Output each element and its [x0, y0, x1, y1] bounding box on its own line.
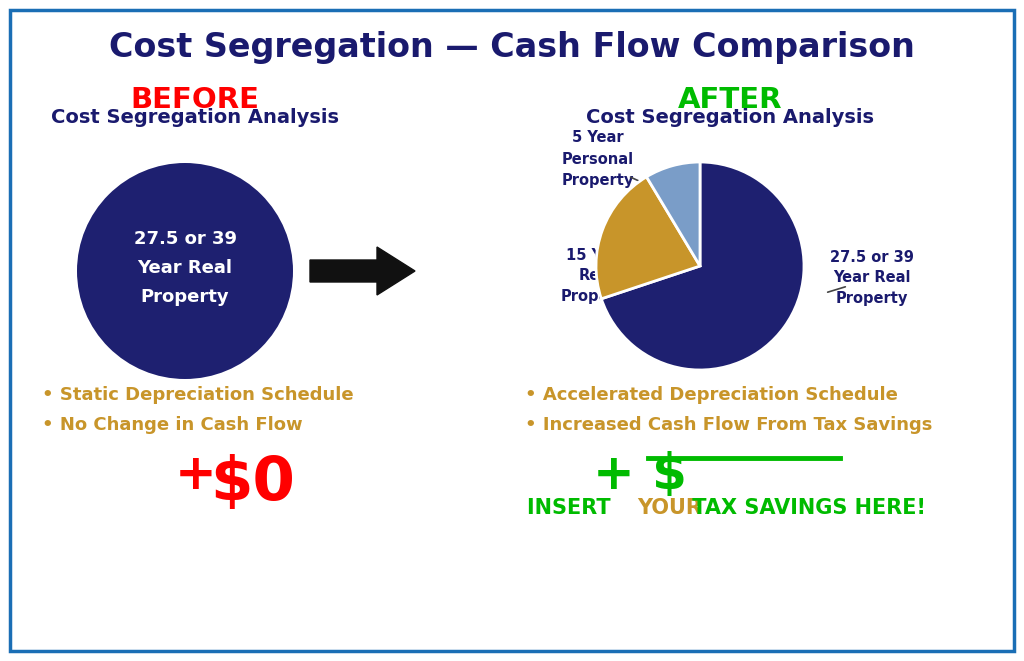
Text: • Static Depreciation Schedule: • Static Depreciation Schedule: [42, 386, 353, 404]
Circle shape: [77, 163, 293, 379]
FancyBboxPatch shape: [10, 10, 1014, 651]
Text: INSERT: INSERT: [527, 498, 617, 518]
Text: TAX SAVINGS HERE!: TAX SAVINGS HERE!: [685, 498, 926, 518]
Wedge shape: [646, 162, 700, 266]
Text: YOUR: YOUR: [637, 498, 701, 518]
Text: • Increased Cash Flow From Tax Savings: • Increased Cash Flow From Tax Savings: [525, 416, 933, 434]
Text: • Accelerated Depreciation Schedule: • Accelerated Depreciation Schedule: [525, 386, 898, 404]
Wedge shape: [596, 177, 700, 299]
FancyArrow shape: [310, 247, 415, 295]
Text: 27.5 or 39
Year Real
Property: 27.5 or 39 Year Real Property: [133, 230, 237, 306]
Text: +: +: [175, 451, 234, 499]
Text: Cost Segregation Analysis: Cost Segregation Analysis: [51, 108, 339, 127]
Text: Cost Segregation Analysis: Cost Segregation Analysis: [586, 108, 874, 127]
Wedge shape: [601, 162, 804, 370]
Text: 27.5 or 39
Year Real
Property: 27.5 or 39 Year Real Property: [830, 249, 914, 307]
Text: AFTER: AFTER: [678, 86, 782, 114]
Text: $0: $0: [210, 454, 295, 513]
Text: 15 Year
Real
Property: 15 Year Real Property: [561, 247, 633, 305]
Text: • No Change in Cash Flow: • No Change in Cash Flow: [42, 416, 303, 434]
Text: Cost Segregation — Cash Flow Comparison: Cost Segregation — Cash Flow Comparison: [110, 31, 914, 64]
Text: 5 Year
Personal
Property: 5 Year Personal Property: [562, 130, 634, 188]
Text: BEFORE: BEFORE: [130, 86, 259, 114]
Text: + $: + $: [593, 451, 687, 499]
